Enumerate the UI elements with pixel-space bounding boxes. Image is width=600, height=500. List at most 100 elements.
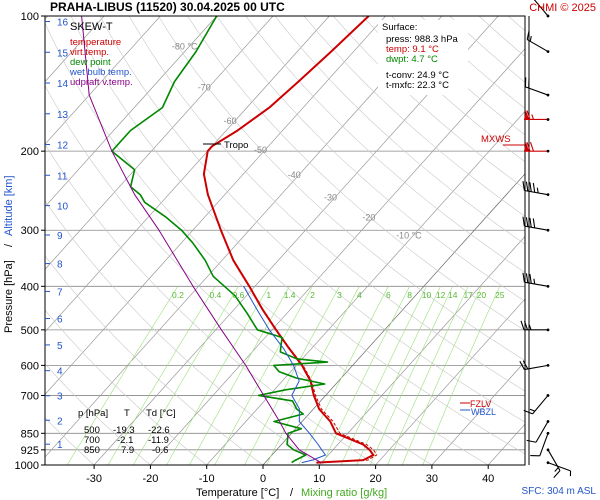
wind-barb-flag (522, 216, 525, 227)
levels-row-t: -19.3 (113, 425, 135, 436)
dry-adiabat-line (45, 200, 320, 465)
dry-adiabat-line (158, 16, 525, 361)
isotherm-line (45, 16, 217, 208)
copyright-label: CHMI © 2025 (529, 2, 596, 14)
wind-barb-dot (546, 50, 550, 53)
dry-adiabat-line (245, 16, 525, 273)
wind-barb-dot (546, 448, 550, 452)
profile-line-wet-bulb-temp (243, 286, 326, 464)
pressure-tick-label: 200 (21, 146, 39, 158)
wind-barb-flag (529, 182, 532, 192)
pressure-tick-label: 600 (21, 360, 39, 372)
mixing-ratio-line (340, 286, 427, 465)
mixing-ratio-label: 17 (463, 290, 473, 300)
levels-row-td: -22.6 (148, 425, 170, 436)
altitude-tick-label: 3 (57, 392, 63, 403)
wind-barb-flag (520, 320, 525, 331)
mixing-ratio-line (298, 286, 389, 465)
isotherm-line (45, 16, 443, 458)
levels-header-t: T (124, 408, 130, 419)
isotherm-label: -60 (224, 116, 237, 126)
wind-barb-dot (546, 149, 550, 153)
wind-barb-staff (525, 86, 549, 96)
x-axis-title-mixing-ratio: Mixing ratio [g/kg] (301, 487, 387, 499)
mixing-ratio-label: 0.6 (232, 290, 244, 300)
x-tick-label: 20 (369, 473, 381, 485)
altitude-tick-label: 10 (57, 202, 69, 213)
wind-barb-staff (524, 189, 549, 196)
wind-barb (524, 141, 550, 153)
mixing-ratio-line (422, 286, 501, 465)
wind-barb-staff (524, 281, 549, 287)
wind-barb-half-flag (536, 187, 539, 194)
dry-adiabat-line (70, 16, 525, 455)
altitude-tick-label: 16 (57, 18, 69, 29)
profile-line-dew-point (111, 16, 329, 464)
wind-barb-dot (546, 284, 550, 288)
axes-layer: 0.2 0.4 0.6 1 1.4 2 3 4 6 8 10 12 14 17 20 25-80 °C-70-… (15, 11, 505, 485)
mixing-ratio-label: 1 (266, 290, 271, 300)
altitude-tick-label: 13 (57, 110, 69, 121)
wind-barb-flag (532, 182, 536, 193)
isotherm-line (45, 16, 330, 333)
pressure-tick-label: 300 (21, 225, 39, 237)
levels-row-p: 700 (84, 435, 100, 446)
dry-adiabat-line (45, 84, 433, 465)
mixing-ratio-label: 1.4 (284, 290, 296, 300)
wind-barb-dot (546, 14, 550, 18)
mixing-ratio-label: 25 (495, 290, 505, 300)
pressure-tick-label: 500 (21, 325, 39, 337)
wind-barb-flag (553, 470, 561, 479)
wind-barb-flag (523, 320, 529, 331)
altitude-tick-label: 9 (57, 231, 63, 242)
mixing-ratio-label: 0.4 (209, 290, 221, 300)
mixing-ratio-label: 4 (357, 290, 362, 300)
dry-adiabat-line (45, 255, 264, 465)
mixing-ratio-label: 12 (436, 290, 446, 300)
wind-barb-half-flag (554, 467, 559, 472)
profiles-layer (81, 16, 378, 464)
dry-adiabat-line (187, 16, 525, 332)
levels-row-p: 500 (84, 425, 100, 436)
wind-barb-flag (522, 272, 525, 283)
mixing-ratio-line (132, 286, 239, 465)
altitude-tick-label: 8 (57, 260, 63, 271)
dry-adiabat-line (45, 22, 489, 465)
isotherm-line (45, 16, 274, 270)
levels-row-t: -2.1 (117, 435, 133, 446)
isotherm-label: -80 °C (172, 42, 198, 52)
levels-row-t: 7.9 (121, 445, 134, 456)
surface-heading: Surface: (382, 22, 417, 33)
wind-barb (524, 110, 550, 121)
wind-barb-staff (526, 39, 549, 53)
mixing-ratio-label: 8 (407, 290, 412, 300)
y-axis-title-separator: / (3, 243, 15, 247)
mixing-ratio-line (401, 286, 482, 465)
wind-barb (522, 216, 550, 232)
wind-barb (520, 320, 550, 332)
mixing-ratio-line (214, 286, 313, 465)
mixing-ratio-line (369, 286, 453, 465)
wind-barb-staff (524, 225, 549, 231)
mixing-ratio-label: 14 (448, 290, 458, 300)
surface-box-bg (378, 20, 468, 95)
profile-line-udpraft-v-temp (81, 16, 322, 464)
wind-barb (526, 420, 550, 443)
x-tick-label: -30 (86, 473, 102, 485)
wind-barb-flag (529, 273, 532, 284)
levels-header-p: p [hPa] (78, 408, 108, 419)
levels-header-td: Td [°C] (146, 408, 176, 419)
altitude-tick-label: 1 (57, 440, 63, 451)
levels-table: p [hPa] T Td [°C] 500 -19.3 -22.6 700 -2… (78, 408, 176, 456)
legend: SKEW-T temperature virt.temp. dew point … (69, 21, 133, 88)
isotherm-line (319, 235, 525, 465)
wind-barb (546, 461, 572, 477)
surface-tmxfc: t-mxfc: 22.3 °C (386, 80, 449, 91)
mixing-ratio-label: 3 (337, 290, 342, 300)
wind-barb-flag (526, 439, 537, 443)
wind-barb-half-flag (531, 114, 535, 120)
mixing-ratio-line (189, 286, 290, 465)
isotherm-label: -40 (288, 170, 301, 180)
altitude-tick-label: 7 (57, 287, 63, 298)
